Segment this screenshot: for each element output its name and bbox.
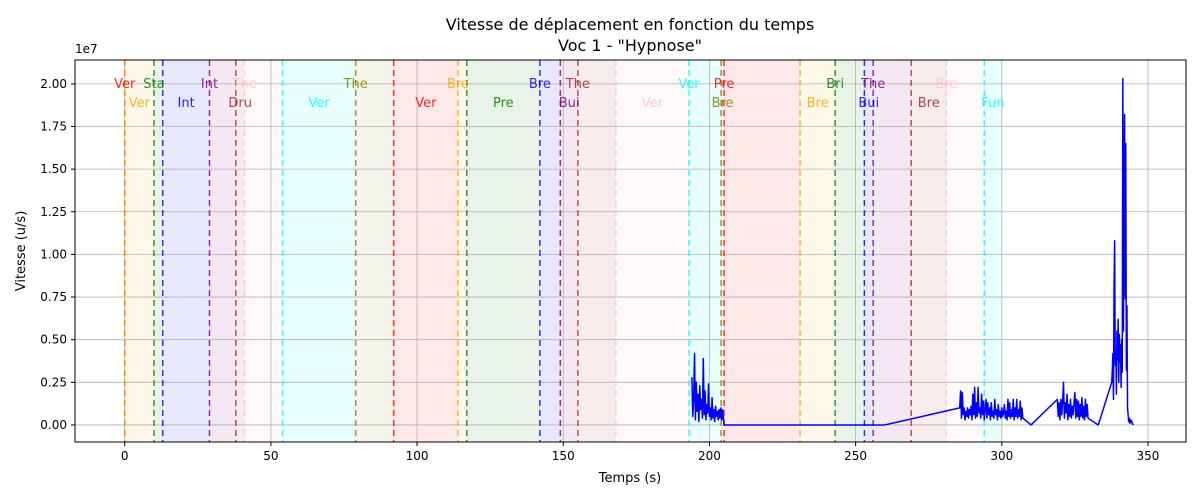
segment-bands	[124, 60, 1002, 442]
x-tick-label: 150	[552, 449, 575, 463]
x-tick-label: 300	[990, 449, 1013, 463]
x-tick-label: 50	[263, 449, 278, 463]
segment-band	[355, 60, 394, 442]
y-tick-label: 2.00	[40, 77, 67, 91]
segment-band	[466, 60, 540, 442]
x-axis-label: Temps (s)	[598, 471, 661, 486]
speed-series-line	[691, 78, 1134, 426]
segment-label: The	[343, 77, 368, 92]
segment-label: Ver	[309, 96, 331, 111]
segment-label: Ver	[129, 96, 151, 111]
segment-label: Pre	[493, 96, 514, 111]
y-tick-label: 0.25	[40, 375, 67, 389]
segment-band	[162, 60, 210, 442]
segment-band	[244, 60, 283, 442]
segment-label: Ver	[415, 96, 437, 111]
y-axis-multiplier: 1e7	[75, 42, 98, 56]
segment-band	[721, 60, 725, 442]
segment-band	[153, 60, 163, 442]
segment-band	[393, 60, 459, 442]
segment-label: Bre	[529, 77, 551, 92]
segment-label: Bri	[826, 77, 844, 92]
segment-label: Bre	[807, 96, 829, 111]
y-tick-label: 1.25	[40, 205, 67, 219]
segment-label: The	[860, 77, 885, 92]
x-tick-label: 200	[698, 449, 721, 463]
x-tick-label: 350	[1137, 449, 1160, 463]
segment-band	[124, 60, 154, 442]
y-tick-label: 0.50	[40, 333, 67, 347]
segment-band	[835, 60, 865, 442]
segment-band	[800, 60, 836, 442]
plot-frame	[74, 59, 1187, 443]
y-tick-label: 0.75	[40, 290, 67, 304]
segment-label: Ver	[678, 77, 700, 92]
segment-labels: Ver Ver Sta Int Int Dru The Ver The Ver Bre Pre Bre B…	[114, 77, 1005, 111]
series-layer	[691, 78, 1134, 426]
segment-label: Ver	[114, 77, 136, 92]
y-tick-label: 0.00	[40, 418, 67, 432]
segment-label: Bui	[559, 96, 580, 111]
segment-band	[458, 60, 467, 442]
segment-band	[560, 60, 578, 442]
segment-label: Sta	[143, 77, 164, 92]
segment-label: Ver	[642, 96, 664, 111]
segment-band	[984, 60, 1002, 442]
segment-band	[864, 60, 874, 442]
y-tick-label: 1.75	[40, 120, 67, 134]
segment-label: Fun	[981, 96, 1004, 111]
y-axis-ticks: 0.00 0.25 0.50 0.75 1.00 1.25 1.50 1.75 2.00	[40, 77, 75, 432]
segment-band	[209, 60, 236, 442]
x-tick-label: 0	[121, 449, 129, 463]
segment-label: Bui	[858, 96, 879, 111]
x-tick-label: 250	[844, 449, 867, 463]
x-axis-ticks: 0 50 100 150 200 250 300 350	[121, 442, 1160, 463]
segment-band	[282, 60, 356, 442]
segment-band	[724, 60, 801, 442]
segment-band	[911, 60, 947, 442]
segment-band	[873, 60, 912, 442]
segment-label: Int	[201, 77, 218, 92]
segment-label: Int	[178, 96, 195, 111]
segment-dividers	[123, 60, 986, 442]
segment-label: Bre	[447, 77, 469, 92]
segment-label: Dru	[228, 96, 252, 111]
segment-label: The	[565, 77, 590, 92]
segment-label: Bre	[918, 96, 940, 111]
x-tick-label: 100	[406, 449, 429, 463]
segment-label: The	[231, 77, 256, 92]
segment-label: Pre	[714, 77, 735, 92]
segment-band	[577, 60, 616, 442]
y-axis-label: Vitesse (u/s)	[14, 211, 29, 292]
segment-band	[615, 60, 689, 442]
y-tick-label: 1.00	[40, 247, 67, 261]
segment-band	[539, 60, 561, 442]
segment-band	[946, 60, 985, 442]
chart-subtitle: Voc 1 - "Hypnose"	[558, 36, 702, 55]
segment-label: Bre	[935, 77, 957, 92]
y-tick-label: 1.50	[40, 162, 67, 176]
grid-lines	[75, 60, 1186, 442]
chart-title: Vitesse de déplacement en fonction du te…	[446, 15, 815, 34]
segment-band	[235, 60, 245, 442]
segment-label: Bre	[712, 96, 734, 111]
